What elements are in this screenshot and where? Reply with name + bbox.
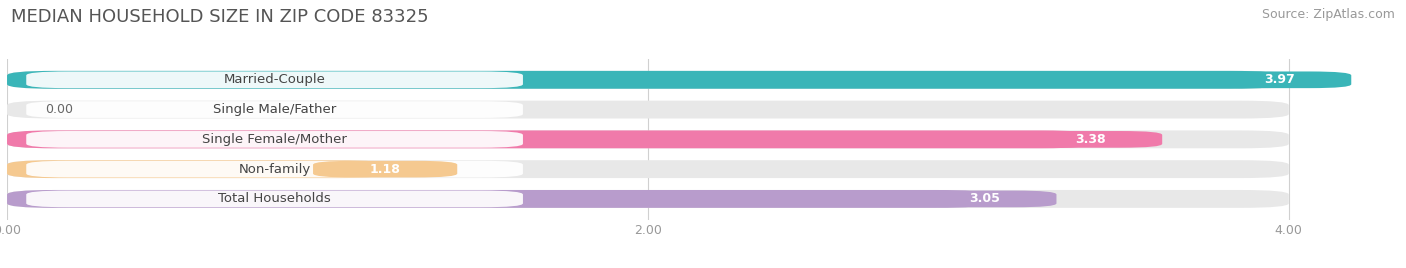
FancyBboxPatch shape — [7, 160, 385, 178]
FancyBboxPatch shape — [27, 72, 523, 88]
Text: MEDIAN HOUSEHOLD SIZE IN ZIP CODE 83325: MEDIAN HOUSEHOLD SIZE IN ZIP CODE 83325 — [11, 8, 429, 26]
FancyBboxPatch shape — [7, 190, 984, 208]
FancyBboxPatch shape — [1018, 131, 1163, 148]
Text: Married-Couple: Married-Couple — [224, 73, 326, 86]
FancyBboxPatch shape — [7, 131, 1289, 148]
Text: Single Female/Mother: Single Female/Mother — [202, 133, 347, 146]
Text: Non-family: Non-family — [239, 163, 311, 176]
Text: Total Households: Total Households — [218, 192, 330, 205]
Text: 3.97: 3.97 — [1264, 73, 1295, 86]
FancyBboxPatch shape — [7, 101, 1289, 118]
FancyBboxPatch shape — [7, 190, 1289, 208]
FancyBboxPatch shape — [1208, 72, 1351, 88]
Text: 1.18: 1.18 — [370, 163, 401, 176]
Text: Source: ZipAtlas.com: Source: ZipAtlas.com — [1261, 8, 1395, 21]
FancyBboxPatch shape — [7, 160, 1289, 178]
FancyBboxPatch shape — [27, 131, 523, 148]
Text: 0.00: 0.00 — [45, 103, 73, 116]
Text: Single Male/Father: Single Male/Father — [212, 103, 336, 116]
FancyBboxPatch shape — [7, 131, 1090, 148]
Text: 3.05: 3.05 — [969, 192, 1000, 205]
FancyBboxPatch shape — [27, 161, 523, 177]
FancyBboxPatch shape — [912, 191, 1056, 207]
FancyBboxPatch shape — [27, 101, 523, 118]
Text: 3.38: 3.38 — [1074, 133, 1105, 146]
FancyBboxPatch shape — [314, 161, 457, 177]
FancyBboxPatch shape — [7, 71, 1279, 89]
FancyBboxPatch shape — [7, 71, 1289, 89]
FancyBboxPatch shape — [27, 191, 523, 207]
